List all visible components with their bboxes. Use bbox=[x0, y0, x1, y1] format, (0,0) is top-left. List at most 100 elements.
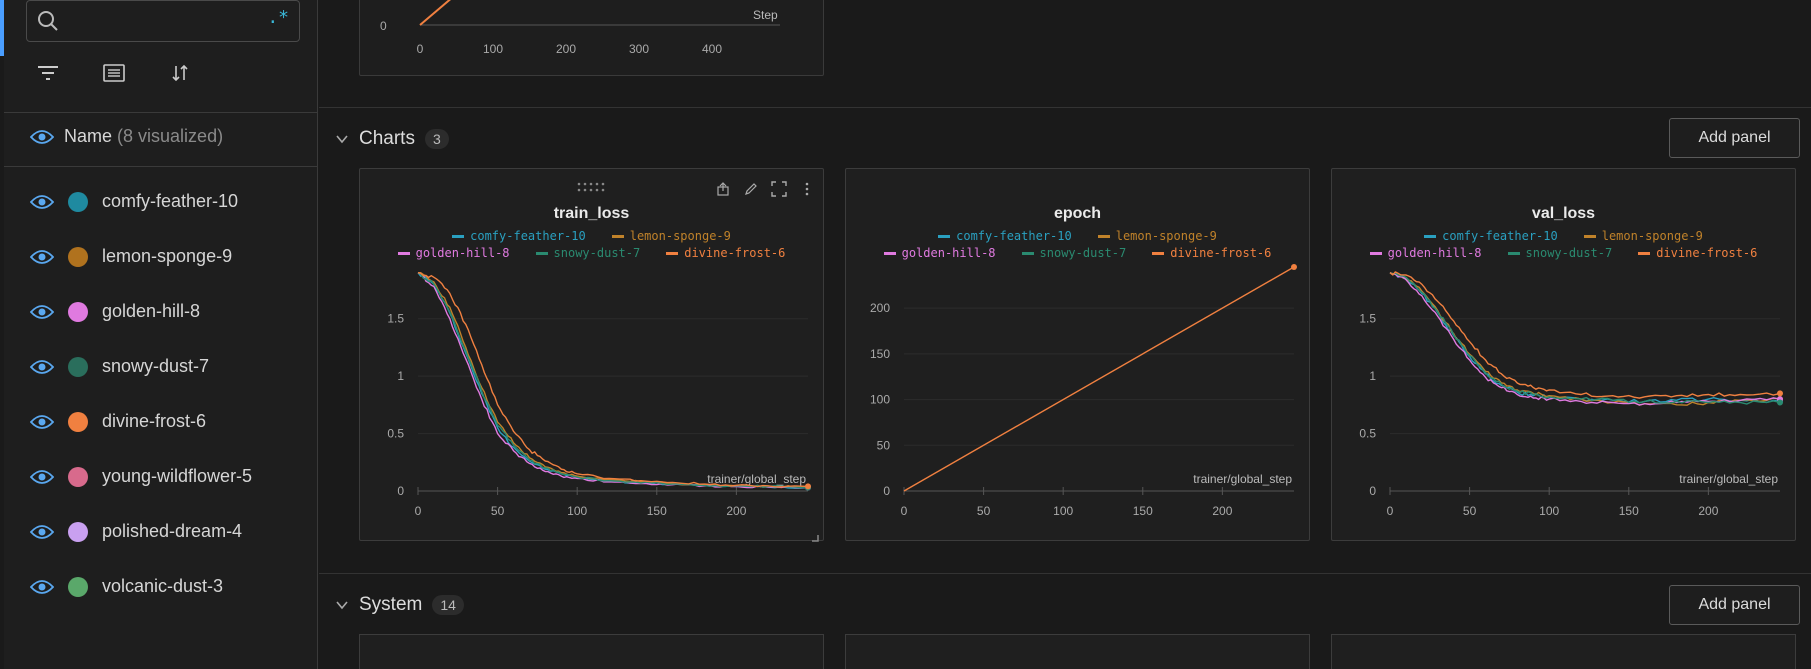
run-color-dot[interactable] bbox=[68, 356, 88, 377]
run-color-dot[interactable] bbox=[68, 191, 88, 212]
run-row[interactable]: snowy-dust-7 bbox=[30, 339, 252, 394]
edit-icon[interactable] bbox=[743, 181, 759, 197]
chevron-down-icon[interactable] bbox=[335, 598, 349, 612]
legend-item[interactable]: divine-frost-6 bbox=[666, 246, 785, 260]
chart-panel-train-loss[interactable]: train_loss comfy-feather-10 lemon-sponge-9… bbox=[359, 168, 824, 542]
run-row[interactable]: young-wildflower-5 bbox=[30, 449, 252, 504]
chevron-down-icon[interactable] bbox=[335, 132, 349, 146]
x-tick-label: 100 bbox=[1539, 504, 1559, 518]
share-icon[interactable] bbox=[715, 181, 731, 197]
filter-icon[interactable] bbox=[34, 60, 62, 86]
chart-legend: golden-hill-8 snowy-dust-7 divine-frost-6 bbox=[360, 246, 823, 260]
search-box[interactable]: .* bbox=[26, 0, 300, 42]
run-color-dot[interactable] bbox=[68, 521, 88, 542]
series-line-lemon-sponge-9[interactable] bbox=[1389, 272, 1781, 406]
more-options-icon[interactable] bbox=[799, 181, 815, 197]
charts-count-badge: 3 bbox=[424, 129, 449, 149]
x-axis-label: trainer/global_step bbox=[1193, 472, 1292, 486]
legend-item[interactable]: golden-hill-8 bbox=[1369, 246, 1482, 260]
series-line-comfy-feather-10[interactable] bbox=[417, 272, 809, 489]
charts-section-header[interactable]: Charts 3 bbox=[335, 128, 449, 150]
legend-item[interactable]: lemon-sponge-9 bbox=[611, 229, 731, 243]
run-color-dot[interactable] bbox=[68, 246, 88, 267]
section-divider bbox=[319, 107, 1811, 108]
run-row[interactable]: golden-hill-8 bbox=[30, 284, 252, 339]
legend-item[interactable]: comfy-feather-10 bbox=[938, 229, 1072, 243]
resize-handle-icon[interactable] bbox=[812, 535, 819, 542]
legend-label: lemon-sponge-9 bbox=[629, 229, 731, 243]
system-section-header[interactable]: System 14 bbox=[335, 594, 464, 616]
legend-item[interactable]: comfy-feather-10 bbox=[1424, 229, 1558, 243]
run-row[interactable]: polished-dream-4 bbox=[30, 504, 252, 559]
search-input[interactable] bbox=[69, 9, 249, 33]
series-line-divine-frost-6[interactable] bbox=[903, 266, 1295, 492]
x-tick-label: 50 bbox=[491, 504, 505, 518]
legend-item[interactable]: divine-frost-6 bbox=[1152, 246, 1271, 260]
run-color-dot[interactable] bbox=[68, 576, 88, 597]
run-row[interactable]: comfy-feather-10 bbox=[30, 174, 252, 229]
legend-item[interactable]: golden-hill-8 bbox=[883, 246, 996, 260]
series-end-point bbox=[1777, 399, 1783, 406]
legend-label: divine-frost-6 bbox=[1170, 246, 1272, 260]
fullscreen-icon[interactable] bbox=[771, 181, 787, 197]
run-row[interactable]: divine-frost-6 bbox=[30, 394, 252, 449]
run-color-dot[interactable] bbox=[68, 411, 88, 432]
add-panel-button[interactable]: Add panel bbox=[1669, 585, 1800, 625]
series-line-divine-frost-6[interactable] bbox=[1389, 271, 1781, 399]
legend-swatch bbox=[1507, 251, 1520, 255]
system-panel[interactable] bbox=[845, 634, 1310, 669]
top-chart-panel: 0 Step 0 100 200 300 400 bbox=[359, 0, 824, 76]
eye-icon[interactable] bbox=[30, 469, 54, 485]
run-row[interactable]: lemon-sponge-9 bbox=[30, 229, 252, 284]
eye-icon[interactable] bbox=[30, 249, 54, 265]
add-panel-button[interactable]: Add panel bbox=[1669, 118, 1800, 158]
runs-sidebar: .* Name (8 visualized) comfy-feather-10 l… bbox=[4, 0, 318, 669]
series-line-golden-hill-8[interactable] bbox=[1389, 272, 1781, 406]
run-color-dot[interactable] bbox=[68, 301, 88, 322]
legend-swatch bbox=[1424, 234, 1437, 238]
chart-panel-epoch[interactable]: epoch comfy-feather-10 lemon-sponge-9 golde… bbox=[845, 168, 1310, 541]
chart-plot: 0 0.5 1 1.5 0 50 100 150 200 trainer/global_step bbox=[387, 272, 819, 542]
series-end-point bbox=[1291, 264, 1297, 270]
x-tick-label: 50 bbox=[977, 504, 991, 518]
system-panel[interactable] bbox=[1331, 634, 1796, 669]
series-line-snowy-dust-7[interactable] bbox=[417, 272, 809, 489]
y-tick-label: 150 bbox=[870, 347, 890, 361]
columns-icon[interactable] bbox=[100, 60, 128, 86]
top-x-tick: 100 bbox=[483, 42, 503, 56]
chart-legend: comfy-feather-10 lemon-sponge-9 bbox=[1332, 229, 1795, 243]
drag-handle-icon[interactable] bbox=[576, 181, 606, 193]
eye-icon[interactable] bbox=[30, 304, 54, 320]
series-line-comfy-feather-10[interactable] bbox=[1389, 272, 1781, 404]
sort-icon[interactable] bbox=[166, 60, 194, 86]
regex-toggle[interactable]: .* bbox=[267, 7, 289, 28]
y-tick-label: 100 bbox=[870, 393, 890, 407]
top-y-tick: 0 bbox=[380, 19, 387, 33]
series-end-point bbox=[1777, 390, 1783, 397]
legend-item[interactable]: lemon-sponge-9 bbox=[1583, 229, 1703, 243]
legend-label: golden-hill-8 bbox=[415, 246, 510, 260]
eye-icon[interactable] bbox=[30, 194, 54, 210]
eye-icon[interactable] bbox=[30, 129, 54, 145]
legend-item[interactable]: snowy-dust-7 bbox=[1507, 246, 1612, 260]
eye-icon[interactable] bbox=[30, 414, 54, 430]
chart-panel-val-loss[interactable]: val_loss comfy-feather-10 lemon-sponge-9 go… bbox=[1331, 168, 1796, 541]
legend-item[interactable]: snowy-dust-7 bbox=[535, 246, 640, 260]
legend-item[interactable]: divine-frost-6 bbox=[1638, 246, 1757, 260]
run-row[interactable]: volcanic-dust-3 bbox=[30, 559, 252, 614]
x-tick-label: 200 bbox=[1698, 504, 1718, 518]
series-line-divine-frost-6[interactable] bbox=[417, 272, 809, 488]
run-color-dot[interactable] bbox=[68, 466, 88, 487]
series-line-snowy-dust-7[interactable] bbox=[1389, 272, 1781, 405]
legend-item[interactable]: golden-hill-8 bbox=[397, 246, 510, 260]
eye-icon[interactable] bbox=[30, 524, 54, 540]
run-name: polished-dream-4 bbox=[102, 521, 243, 541]
eye-icon[interactable] bbox=[30, 359, 54, 375]
eye-icon[interactable] bbox=[30, 579, 54, 595]
legend-item[interactable]: comfy-feather-10 bbox=[452, 229, 586, 243]
legend-item[interactable]: snowy-dust-7 bbox=[1021, 246, 1126, 260]
legend-item[interactable]: lemon-sponge-9 bbox=[1097, 229, 1217, 243]
chart-plot: 0 50 100 150 200 0 50 100 150 200 trainer/global_s… bbox=[870, 264, 1297, 518]
system-panel[interactable] bbox=[359, 634, 824, 669]
name-column-header[interactable]: Name (8 visualized) bbox=[30, 126, 223, 147]
